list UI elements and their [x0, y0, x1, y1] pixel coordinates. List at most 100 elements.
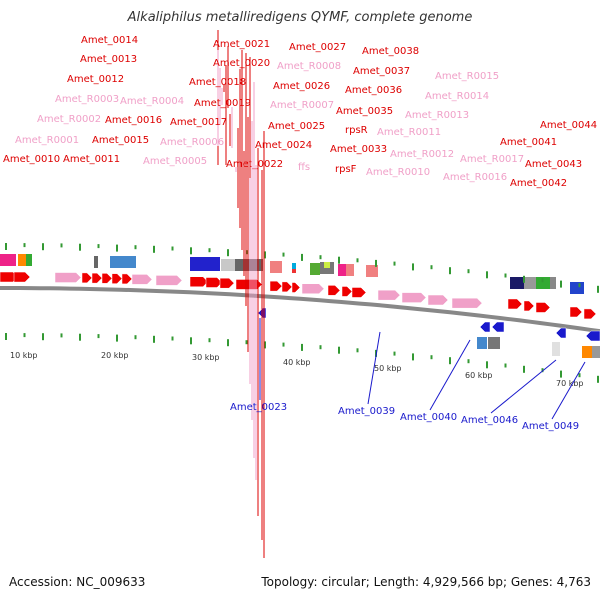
scale-tick: [597, 285, 599, 293]
gene-arrow: [269, 280, 283, 292]
annotation-block: [510, 277, 524, 289]
scale-tick: [338, 256, 340, 264]
scale-label: 40 kbp: [283, 358, 311, 367]
reverse-gene-arrow: [491, 321, 505, 333]
scale-tick: [5, 243, 7, 250]
scale-tick: [245, 340, 248, 345]
annotation-block: [346, 264, 354, 276]
gene-label: Amet_R0001: [15, 135, 79, 146]
gene-label: Amet_R0014: [425, 91, 489, 102]
gene-label: ffs: [298, 162, 310, 173]
gene-label: Amet_0014: [81, 35, 138, 46]
scale-tick: [42, 243, 44, 251]
scale-tick: [541, 278, 544, 283]
annotation-block: [235, 259, 263, 271]
annotation-block: [0, 254, 16, 266]
scale-tick: [467, 359, 470, 364]
annotation-block: [94, 256, 98, 268]
scale-tick: [412, 353, 414, 361]
gene-label: Amet_0044: [540, 120, 597, 131]
reverse-gene-arrow: [479, 321, 491, 333]
scale-tick: [523, 275, 525, 283]
gene-arrow: [13, 271, 31, 283]
gene-arrow: [507, 298, 523, 310]
gene-label: Amet_R0008: [277, 61, 341, 72]
scale-tick: [356, 348, 359, 353]
reverse-gene-arrow: [555, 327, 567, 339]
gene-arrow: [101, 273, 113, 284]
annotation-block: [582, 346, 592, 358]
gene-label: Amet_0012: [67, 74, 124, 85]
reverse-gene-arrow: [585, 330, 600, 342]
gene-label: Amet_0041: [500, 137, 557, 148]
scale-tick: [79, 243, 81, 251]
annotation-block: [270, 261, 282, 273]
scale-tick: [97, 334, 100, 339]
gene-label: Amet_0024: [255, 140, 312, 151]
scale-tick: [116, 334, 118, 342]
gene-label: Amet_0023: [230, 402, 287, 413]
scale-tick: [60, 243, 63, 248]
gene-label: Amet_0046: [461, 415, 518, 426]
gene-label: Amet_0039: [338, 406, 395, 417]
gene-arrow: [583, 308, 597, 320]
scale-tick: [116, 244, 118, 252]
label-leader: [551, 361, 586, 420]
scale-tick: [153, 245, 155, 253]
annotation-block: [110, 256, 136, 268]
plus-strand-labels: Amet_0010Amet_R0001Amet_R0002Amet_R0003A…: [3, 30, 597, 558]
gene-label: Amet_0010: [3, 154, 60, 165]
scale-tick: [301, 253, 303, 261]
scale-label: 50 kbp: [374, 364, 402, 373]
gene-label: Amet_0049: [522, 421, 579, 432]
label-leader: [429, 339, 471, 411]
annotation-block: [26, 254, 32, 266]
gene-arrow: [54, 272, 82, 283]
gene-label: rpsR: [345, 125, 368, 136]
annotation-block: [488, 337, 500, 349]
gene-arrow: [291, 282, 301, 293]
gene-label: Amet_R0007: [270, 100, 334, 111]
gene-label: Amet_0038: [362, 46, 419, 57]
gene-label: Amet_R0017: [460, 154, 524, 165]
annotation-block: [292, 263, 296, 269]
gene-label: Amet_0035: [336, 106, 393, 117]
scale-tick: [23, 333, 26, 338]
topology-text: Topology: circular; Length: 4,929,566 bp…: [261, 575, 591, 589]
scale-tick: [153, 335, 155, 343]
annotation-block: [550, 277, 556, 289]
scale-tick: [319, 345, 322, 350]
scale-tick: [134, 335, 137, 340]
annotation-block: [366, 265, 378, 277]
scale-tick: [134, 245, 137, 250]
label-leader: [367, 331, 381, 405]
gene-arrow: [81, 272, 93, 284]
scale-tick: [97, 244, 100, 249]
scale-tick: [79, 333, 81, 341]
gene-label: Amet_0037: [353, 66, 410, 77]
gene-label: Amet_0040: [400, 412, 457, 423]
scale-tick: [264, 341, 266, 349]
scale-tick: [338, 346, 340, 354]
minus-strand-labels: Amet_0023 Amet_0039 Amet_0040 Amet_0046 Amet…: [230, 318, 586, 432]
scale-tick: [560, 370, 562, 378]
scale-label: 10 kbp: [10, 351, 38, 360]
scale-label: 70 kbp: [556, 379, 584, 388]
scale-tick: [190, 247, 192, 255]
gene-arrow: [535, 302, 551, 313]
scale-tick: [171, 246, 174, 251]
scale-tick: [486, 271, 488, 279]
gene-arrow: [131, 274, 153, 285]
annotation-block: [536, 277, 550, 289]
scale-tick: [319, 255, 322, 260]
scale-tick: [541, 368, 544, 373]
scale-tick: [560, 280, 562, 288]
gene-arrow: [219, 277, 235, 289]
scale-tick: [430, 265, 433, 270]
annotation-block: [524, 277, 536, 289]
annotation-block: [477, 337, 487, 349]
gene-label: Amet_R0004: [120, 96, 184, 107]
scale-tick: [375, 259, 377, 267]
gene-arrow: [377, 289, 401, 301]
scale-tick: [504, 363, 507, 368]
